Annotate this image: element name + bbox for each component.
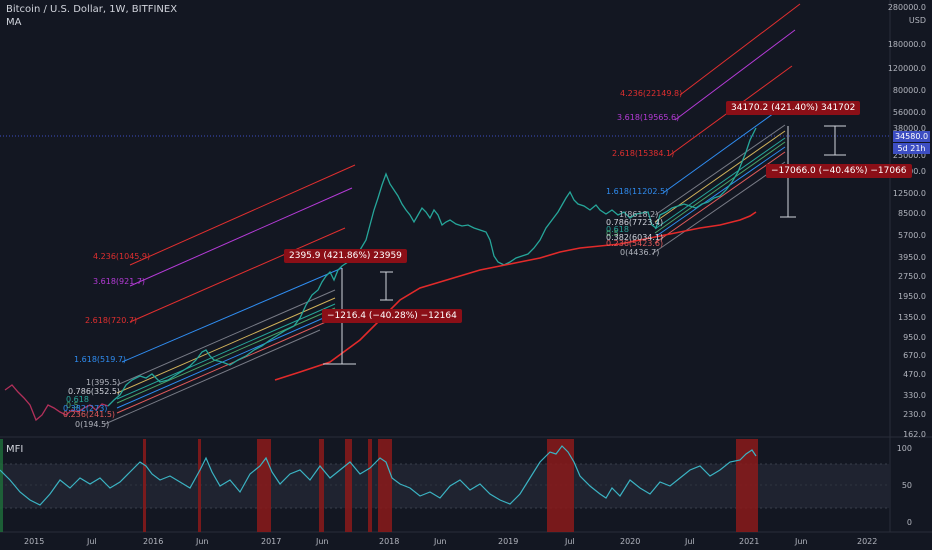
price-tick: 2750.0 [898, 272, 926, 281]
time-tick: 2018 [379, 537, 400, 546]
measure-callout-drop-2021: −17066.0 (−40.46%) −17066 [766, 164, 912, 178]
price-tick: 120000.0 [887, 64, 926, 73]
time-tick: 2017 [261, 537, 282, 546]
time-tick: 2016 [143, 537, 164, 546]
fib-label: 4.236(1045.9) [93, 252, 151, 261]
fib-label: 0.236(5423.6) [606, 239, 664, 248]
ma-legend[interactable]: MA [6, 17, 22, 28]
price-tick: 38000.0 [892, 124, 926, 133]
fib-label: 2.618(15384.1) [612, 149, 675, 158]
fib-label: 0.786(7723.4) [606, 218, 664, 227]
time-tick: Jul [685, 537, 695, 546]
time-tick: 2019 [498, 537, 519, 546]
measure-callout-gain-2021: 34170.2 (421.40%) 341702 [726, 101, 861, 115]
mfi-legend[interactable]: MFI [6, 444, 24, 455]
price-tick: 950.0 [903, 333, 926, 342]
price-tick: 280000.0 [887, 3, 926, 12]
fib-channel-left [104, 164, 356, 425]
fib-label: 0.5 [606, 229, 619, 238]
fib-label: 1.618(519.7) [74, 355, 127, 364]
price-tick: 80000.0 [892, 86, 926, 95]
fib-label: 3.618(19565.6) [617, 113, 680, 122]
time-tick: Jun [196, 537, 209, 546]
fib-label: 0.5 [66, 401, 79, 410]
price-tick: 12500.0 [892, 189, 926, 198]
price-tick: 25000.0 [892, 151, 926, 160]
current-price-tag: 34580.0 [893, 131, 930, 142]
mfi-tick: 50 [901, 481, 912, 490]
fib-label: 0.236(241.5) [63, 410, 116, 419]
fib-label: 1(8618.2) [619, 210, 659, 219]
fib-label: 1(395.5) [86, 378, 121, 387]
price-tick: 56000.0 [892, 108, 926, 117]
time-tick: 2021 [739, 537, 760, 546]
mfi-line [0, 445, 757, 506]
price-tick: 5700.0 [898, 231, 926, 240]
price-tick: 162.0 [903, 430, 926, 439]
price-candles [4, 127, 757, 422]
fib-label: 0.618 [66, 395, 89, 404]
measure-callout-gain-2017: 2395.9 (421.86%) 23959 [284, 249, 407, 263]
price-tick: 230.0 [903, 410, 926, 419]
measure-callout-drop-2017: −1216.4 (−40.28%) −12164 [322, 309, 462, 323]
price-tick: 330.0 [903, 391, 926, 400]
price-tick: 670.0 [903, 351, 926, 360]
fib-label: 2.618(720.7) [85, 316, 138, 325]
symbol-legend[interactable]: Bitcoin / U.S. Dollar, 1W, BITFINEX [6, 4, 178, 15]
time-tick: 2015 [24, 537, 45, 546]
fib-label: 4.236(22149.8) [620, 89, 683, 98]
fib-label: 0.618 [606, 225, 629, 234]
fib-label: 0.786(352.5) [68, 387, 121, 396]
price-tick: 470.0 [903, 370, 926, 379]
price-tick: 1350.0 [898, 313, 926, 322]
fib-label: 0(194.5) [75, 420, 110, 429]
time-tick: Jul [87, 537, 97, 546]
fib-label: 3.618(921.7) [93, 277, 146, 286]
price-tick: 3950.0 [898, 253, 926, 262]
time-tick: 2022 [857, 537, 878, 546]
fib-label: 1.618(11202.5) [606, 187, 669, 196]
mfi-tick: 0 [906, 518, 912, 527]
time-tick: Jun [795, 537, 808, 546]
fib-label: 0.382(6034.1) [606, 233, 664, 242]
time-tick: Jun [316, 537, 329, 546]
price-tick: 180000.0 [887, 40, 926, 49]
time-tick: 2020 [620, 537, 641, 546]
mfi-tick: 100 [896, 444, 912, 453]
price-axis-unit: USD [908, 16, 926, 25]
price-tick: 1950.0 [898, 292, 926, 301]
time-tick: Jun [434, 537, 447, 546]
price-tick: 8500.0 [898, 209, 926, 218]
fib-label: 0(4436.7) [620, 248, 660, 257]
time-tick: Jul [565, 537, 575, 546]
bar-countdown-tag: 5d 21h [893, 143, 930, 154]
fib-label: 0.382(273) [63, 404, 108, 413]
